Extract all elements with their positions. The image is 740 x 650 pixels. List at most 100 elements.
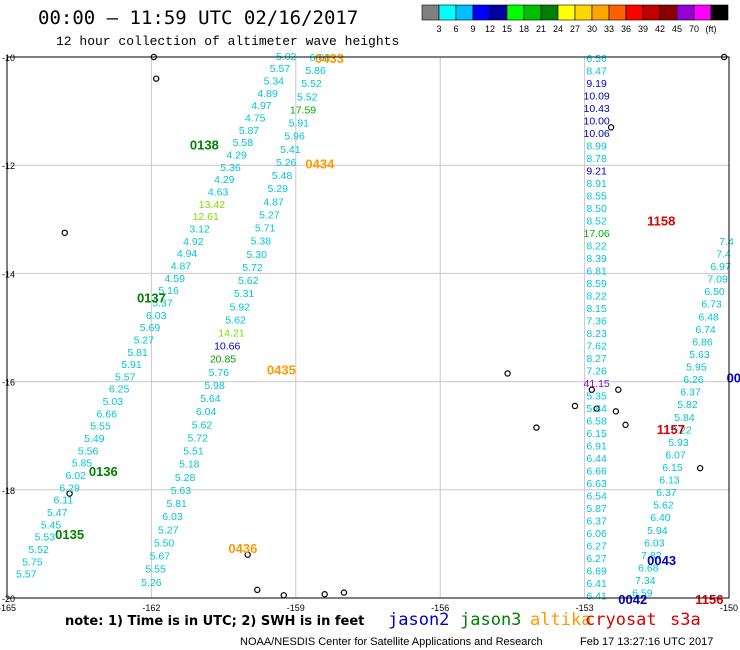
map-plot-area: 5.025.575.344.894.974.755.875.584.295.36… (6, 51, 740, 607)
swh-value: 5.91 (289, 118, 310, 130)
swh-value: 6.22 (671, 424, 692, 436)
swh-value: 5.63 (689, 349, 710, 361)
swh-value: 4.89 (257, 88, 278, 100)
swh-value: 5.57 (115, 371, 136, 383)
swh-value: 5.52 (301, 78, 322, 90)
swh-value: 8.47 (586, 66, 607, 78)
swh-value: 6.73 (701, 299, 722, 311)
swh-value: 6.59 (632, 588, 653, 600)
swh-value: 20.85 (210, 354, 236, 366)
swh-value: 4.63 (208, 187, 229, 199)
color-swatch (710, 4, 729, 21)
swh-value: 6.74 (695, 324, 716, 336)
swh-value: 5.62 (653, 500, 674, 512)
swh-value: 5.86 (305, 65, 326, 77)
swh-value: 8.27 (586, 353, 607, 365)
swh-value: 6.66 (96, 408, 117, 420)
swh-value: 7.4 (716, 248, 731, 260)
swh-value: 5.29 (268, 183, 289, 195)
island-outline (340, 589, 348, 596)
color-scale-label: 24 (553, 24, 563, 34)
swh-value: 5.27 (158, 524, 179, 536)
swh-value: 5.45 (41, 519, 62, 531)
color-scale-label: 3 (436, 24, 441, 34)
color-swatch (523, 4, 542, 21)
swh-value: 3.12 (189, 223, 210, 235)
y-tick-label: -18 (2, 486, 15, 496)
swh-value: 4.75 (245, 113, 266, 125)
color-swatch (642, 4, 661, 21)
swh-value: 8.15 (586, 303, 607, 315)
island-outline (696, 464, 704, 472)
pass-time-label: 1156 (695, 592, 723, 607)
color-scale-label: 70 (689, 24, 699, 34)
track-a: 5.025.575.344.894.974.755.875.584.295.36… (16, 51, 297, 581)
swh-value: 6.40 (650, 512, 671, 524)
pass-time-label: 0433 (315, 51, 344, 66)
lat-lon-grid (7, 57, 729, 598)
legend-cryosat: cryosat (585, 610, 657, 630)
swh-value: 41.15 (583, 378, 609, 390)
swh-value: 5.56 (78, 445, 99, 457)
swh-value: 5.96 (284, 131, 305, 143)
swh-value: 6.69 (586, 565, 607, 577)
swh-value: 6.29 (59, 482, 80, 494)
island-outline (615, 386, 622, 393)
color-scale-label: 6 (453, 24, 458, 34)
swh-value: 5.94 (647, 525, 668, 537)
color-swatch (472, 4, 491, 21)
swh-value: 5.64 (200, 393, 221, 405)
swh-value: 5.51 (183, 446, 204, 458)
swh-value: 4.59 (165, 273, 186, 285)
color-swatch (676, 4, 695, 21)
island-outline (66, 490, 73, 497)
swh-value: 4.87 (263, 196, 284, 208)
swh-value: 10.66 (214, 341, 240, 353)
track-c: 6.568.479.1910.0910.4310.0010.068.998.78… (583, 53, 609, 602)
swh-value: 14.21 (218, 328, 244, 340)
credit-text: NOAA/NESDIS Center for Satellite Applica… (240, 636, 543, 648)
swh-value: 5.87 (239, 125, 260, 137)
color-scale-label: 45 (672, 24, 682, 34)
swh-value: 5.03 (103, 396, 124, 408)
swh-value: 7.36 (586, 315, 607, 327)
y-tick-label: -20 (2, 594, 15, 604)
swh-value: 5.26 (276, 157, 297, 169)
swh-value: 8.99 (586, 141, 607, 153)
swh-value: 4.94 (177, 248, 198, 260)
y-tick-label: -14 (2, 269, 15, 279)
swh-value: 4.97 (251, 100, 272, 112)
color-scale-label: 30 (587, 24, 597, 34)
swh-value: 5.95 (686, 362, 707, 374)
swh-value: 4.92 (183, 236, 204, 248)
swh-value: 7.09 (707, 274, 728, 286)
color-swatch (438, 4, 457, 21)
swh-value: 6.15 (586, 428, 607, 440)
island-outline (622, 421, 629, 429)
swh-value: 6.58 (586, 415, 607, 427)
swh-value: 8.22 (586, 240, 607, 252)
color-swatch (693, 4, 712, 21)
swh-value: 6.13 (659, 475, 680, 487)
island-outline (571, 402, 579, 410)
swh-value: 5.62 (192, 419, 213, 431)
y-tick-label: -12 (2, 161, 15, 171)
swh-value: 8.23 (586, 328, 607, 340)
island-outline (533, 424, 540, 431)
x-tick-label: -159 (287, 603, 305, 613)
swh-value: 4.29 (214, 174, 235, 186)
swh-value: 5.57 (16, 569, 37, 581)
swh-value: 5.82 (677, 399, 698, 411)
x-tick-label: -153 (576, 603, 594, 613)
swh-value: 6.15 (662, 462, 683, 474)
swh-value: 8.52 (586, 215, 607, 227)
swh-value: 5.91 (121, 359, 142, 371)
swh-value: 5.72 (242, 262, 263, 274)
swh-value: 6.03 (146, 310, 167, 322)
swh-value: 5.75 (22, 556, 43, 568)
x-tick-label: -150 (720, 603, 738, 613)
swh-value: 5.85 (72, 458, 93, 470)
swh-value: 6.04 (196, 406, 217, 418)
swh-value: 6.37 (680, 387, 701, 399)
